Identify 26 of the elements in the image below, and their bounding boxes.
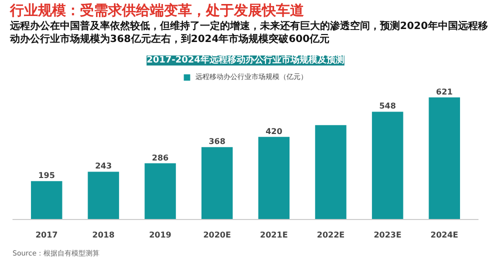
data-label: 286 (152, 153, 170, 162)
x-tick-label: 2018 (92, 230, 115, 240)
bar (315, 125, 346, 220)
bar (30, 181, 62, 220)
bar (144, 163, 176, 220)
data-label: 368 (208, 137, 226, 146)
bar (428, 97, 460, 220)
x-axis-title: 2017-2024年远程移动办公行业市场规模及预测 (146, 54, 344, 66)
data-label: 195 (38, 171, 56, 180)
bar (372, 112, 404, 220)
bar (258, 136, 290, 220)
data-label: 621 (436, 87, 454, 96)
x-tick-label: 2017 (35, 230, 58, 240)
x-tick-label: 2020E (203, 230, 231, 240)
bar (88, 172, 120, 220)
x-tick-label: 2024E (430, 230, 458, 240)
x-tick-label: 2022E (316, 230, 345, 240)
data-label: 243 (95, 162, 112, 171)
chart-subtitle: 远程办公在中国普及率依然较低，但维持了一定的增速，未来还有巨大的渗透空间，预测2020年中国远程移动办公行业市场规模为368亿元左右，到2024年市场规模突破600亿元 (10, 20, 489, 46)
bar (201, 147, 233, 220)
data-label: 420 (266, 126, 283, 136)
chart-title: 行业规模：受需求供给端变革，处于发展快车道 (10, 2, 304, 20)
x-tick-label: 2023E (374, 230, 402, 240)
data-label: 548 (379, 102, 396, 111)
x-tick-label: 2019 (149, 230, 172, 240)
x-tick-label: 2021E (260, 230, 288, 240)
